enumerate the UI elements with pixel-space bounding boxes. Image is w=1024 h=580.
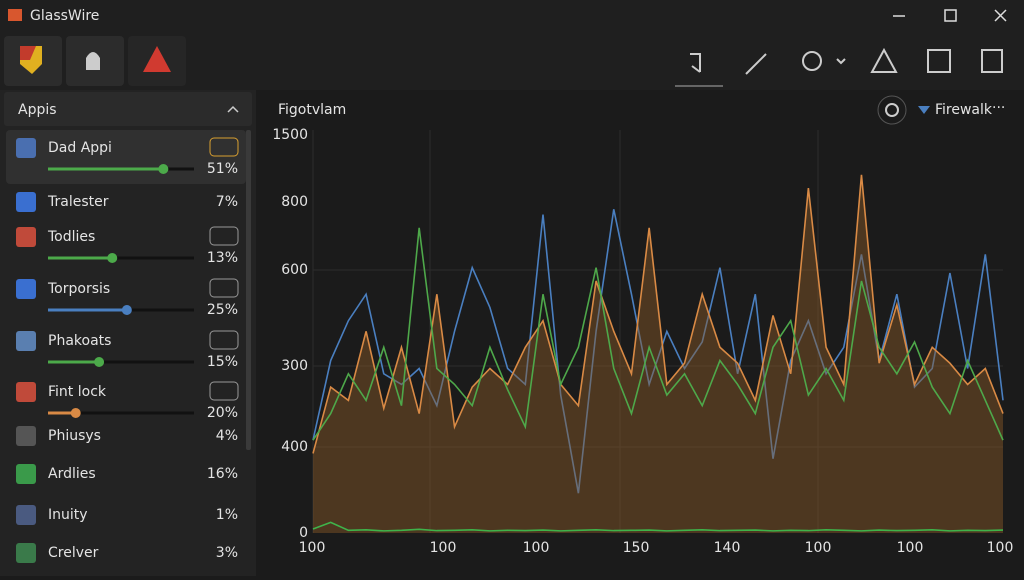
app-icon bbox=[16, 464, 36, 484]
x-tick-label: 100 bbox=[523, 540, 550, 556]
graph-settings-icon bbox=[885, 103, 899, 117]
window-title: GlassWire bbox=[30, 8, 99, 24]
app-name: Fint lock bbox=[48, 384, 107, 400]
more[interactable]: ··· bbox=[992, 100, 1005, 116]
toolbar-dropdown[interactable] bbox=[836, 58, 846, 65]
toolbar-warning[interactable] bbox=[870, 47, 898, 73]
app-percent: 3% bbox=[216, 545, 238, 561]
x-tick-label: 100 bbox=[897, 540, 924, 556]
x-tick-label: 100 bbox=[805, 540, 832, 556]
y-tick-label: 1500 bbox=[272, 127, 308, 143]
app-percent: 51% bbox=[207, 161, 238, 177]
app-percent: 16% bbox=[207, 466, 238, 482]
y-tick-label: 0 bbox=[299, 525, 308, 541]
y-tick-label: 300 bbox=[281, 358, 308, 374]
x-tick-label: 100 bbox=[430, 540, 457, 556]
app-percent: 13% bbox=[207, 250, 238, 266]
app-icon-badge bbox=[209, 226, 239, 246]
app-percent: 25% bbox=[207, 302, 238, 318]
app-icon bbox=[16, 192, 36, 212]
app-name: Inuity bbox=[48, 507, 88, 523]
usage-knob bbox=[70, 408, 81, 418]
graph-settings[interactable] bbox=[877, 95, 907, 125]
app-icon bbox=[16, 543, 36, 563]
app-name: Phiusys bbox=[48, 428, 101, 444]
app-name: Dad Appi bbox=[48, 140, 112, 156]
maximize[interactable] bbox=[944, 9, 957, 22]
apps-heading: Appis bbox=[18, 102, 57, 118]
app-percent: 7% bbox=[216, 194, 238, 210]
app-percent: 4% bbox=[216, 428, 238, 444]
filter-icon bbox=[918, 106, 930, 114]
series-line bbox=[312, 521, 1004, 532]
y-tick-label: 600 bbox=[281, 262, 308, 278]
x-tick-label: 150 bbox=[623, 540, 650, 556]
usage-knob bbox=[158, 164, 169, 174]
app-icon bbox=[16, 426, 36, 446]
area bbox=[313, 174, 1003, 534]
x-tick-label: 100 bbox=[299, 540, 326, 556]
usage-knob bbox=[94, 357, 105, 367]
toolbar-grid[interactable] bbox=[927, 49, 951, 73]
app-icon bbox=[16, 227, 36, 247]
apps-header[interactable] bbox=[4, 92, 252, 126]
app-name: Todlies bbox=[47, 229, 95, 245]
app-icon bbox=[16, 505, 36, 525]
series-line bbox=[312, 174, 1004, 454]
graph-title: Figotvlam bbox=[278, 102, 346, 118]
collapse[interactable] bbox=[227, 105, 239, 113]
app-percent: 1% bbox=[216, 507, 238, 523]
app-name: Tralester bbox=[47, 194, 109, 210]
warning-icon bbox=[143, 46, 171, 72]
series-line bbox=[312, 227, 1004, 441]
app-icon bbox=[8, 9, 22, 21]
usage-knob bbox=[121, 305, 132, 315]
filter-label[interactable]: Firewalk bbox=[935, 102, 993, 118]
x-tick-label: 140 bbox=[714, 540, 741, 556]
app-icon bbox=[16, 138, 36, 158]
y-tick-label: 400 bbox=[281, 439, 308, 455]
tab-graph-icon-part bbox=[20, 46, 36, 60]
app-icon-badge bbox=[209, 330, 239, 350]
app-icon bbox=[16, 382, 36, 402]
bell-icon bbox=[86, 52, 100, 70]
toolbar-settings[interactable] bbox=[802, 51, 822, 71]
app-percent: 20% bbox=[207, 405, 238, 421]
app-icon-badge bbox=[209, 381, 239, 401]
app-name: Phakoats bbox=[48, 333, 111, 349]
app-name: Crelver bbox=[48, 545, 99, 561]
usage-knob bbox=[107, 253, 118, 263]
series-line bbox=[312, 209, 1004, 494]
scrollbar[interactable] bbox=[246, 130, 251, 450]
x-tick-label: 100 bbox=[987, 540, 1014, 556]
app-icon bbox=[16, 331, 36, 351]
app-name: Torporsis bbox=[47, 281, 110, 297]
app-icon-badge bbox=[209, 278, 239, 298]
app-percent: 15% bbox=[207, 354, 238, 370]
toolbar-chip[interactable] bbox=[981, 49, 1003, 73]
app-icon-badge bbox=[209, 137, 239, 157]
app-name: Ardlies bbox=[48, 466, 96, 482]
toolbar-icon-2[interactable] bbox=[745, 53, 767, 75]
app-icon bbox=[16, 279, 36, 299]
close[interactable] bbox=[994, 9, 1007, 22]
toolbar-icon-1[interactable] bbox=[690, 53, 701, 73]
y-tick-label: 800 bbox=[281, 194, 308, 210]
